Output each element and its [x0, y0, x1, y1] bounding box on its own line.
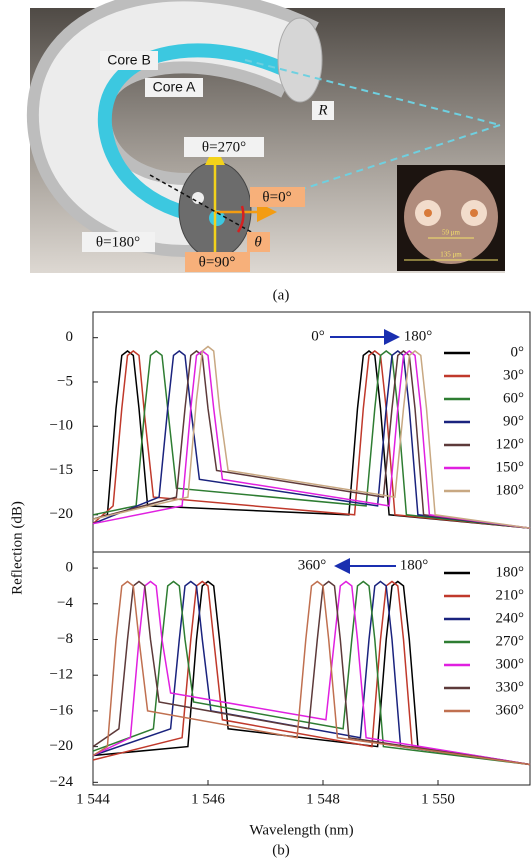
legend-label: 360°: [496, 702, 525, 718]
label-box: [247, 232, 270, 252]
radius-line: [274, 124, 501, 199]
label-core-a: Core A: [153, 79, 196, 95]
legend-label: 60°: [503, 390, 524, 406]
core-a: [97, 43, 293, 225]
label-theta: θ: [254, 234, 262, 250]
label-box: [184, 137, 264, 157]
legend-label: 90°: [503, 413, 524, 429]
y-axis-label: Reflection (dB): [9, 501, 25, 595]
y-tick-label: −16: [50, 702, 74, 718]
legend-label: 150°: [496, 459, 525, 475]
series-line: [92, 350, 531, 529]
y-tick-label: −10: [50, 418, 73, 434]
annotation: 180°: [400, 557, 429, 573]
series-line: [92, 350, 531, 529]
legend-label: 0°: [511, 344, 525, 360]
legend-label: 210°: [496, 587, 525, 603]
x-tick-label: 1 550: [421, 791, 455, 807]
series-line: [92, 580, 531, 766]
y-tick-label: −5: [57, 373, 73, 389]
series-line: [92, 580, 531, 766]
x-tick-label: 1 548: [306, 791, 340, 807]
y-tick-label: −4: [57, 595, 73, 611]
label-theta-180: θ=180°: [96, 234, 140, 250]
core-b-face: [192, 192, 204, 204]
series-line: [92, 580, 531, 766]
y-tick-label: −20: [50, 738, 73, 754]
panel-label: (a): [273, 287, 290, 303]
y-tick-label: −12: [50, 667, 73, 683]
label-box: [185, 252, 250, 272]
inset-label: 135 μm: [440, 251, 462, 259]
legend-label: 120°: [496, 436, 525, 452]
x-tick-label: 1 544: [76, 791, 110, 807]
inset-core-center: [424, 209, 432, 217]
series-line: [92, 350, 531, 529]
legend-label: 240°: [496, 610, 525, 626]
x-axis-label: Wavelength (nm): [249, 822, 353, 838]
series-line: [92, 345, 531, 529]
y-tick-label: −24: [50, 774, 74, 790]
y-tick-label: −15: [50, 462, 73, 478]
fiber-tube-highlight: [38, 1, 314, 245]
fiber-end-back: [277, 17, 323, 103]
y-tick-label: −20: [50, 506, 73, 522]
inset-fiber: [404, 170, 498, 264]
annotation: 360°: [298, 557, 327, 573]
label-theta-270: θ=270°: [202, 139, 246, 155]
label-box: [82, 232, 155, 252]
label-box: [145, 78, 203, 97]
label-core-b: Core B: [107, 52, 151, 68]
inset-core-center: [470, 209, 478, 217]
legend-label: 300°: [496, 656, 525, 672]
plot-frame: [92, 551, 531, 786]
legend-label: 180°: [496, 482, 525, 498]
annotation: 0°: [311, 328, 325, 344]
theta-arc: [236, 205, 245, 233]
y-tick-label: 0: [66, 560, 74, 576]
label-box: [312, 101, 334, 120]
label-theta-90: θ=90°: [199, 254, 236, 270]
core-line: [149, 174, 263, 239]
inset-label: 59 μm: [442, 229, 461, 237]
legend-label: 180°: [496, 564, 525, 580]
y-tick-label: 0: [66, 329, 74, 345]
label-box: [100, 51, 158, 70]
x-tick-label: 1 546: [191, 791, 225, 807]
legend-label: 30°: [503, 367, 524, 383]
y-tick-label: −8: [57, 631, 73, 647]
illustration: Core B Core A R θ=270° θ=0° θ=180° θ θ=9…: [26, 0, 505, 273]
legend-label: 270°: [496, 633, 525, 649]
legend-label: 330°: [496, 679, 525, 695]
radius-line: [244, 59, 501, 126]
core-a-face: [209, 210, 225, 226]
plot-frame: [92, 311, 531, 553]
panel-label: (b): [272, 842, 290, 858]
annotation: 180°: [404, 328, 433, 344]
series-line: [92, 580, 531, 766]
label-theta-0: θ=0°: [262, 189, 291, 205]
label-box: [250, 187, 305, 207]
label-r: R: [317, 102, 327, 118]
